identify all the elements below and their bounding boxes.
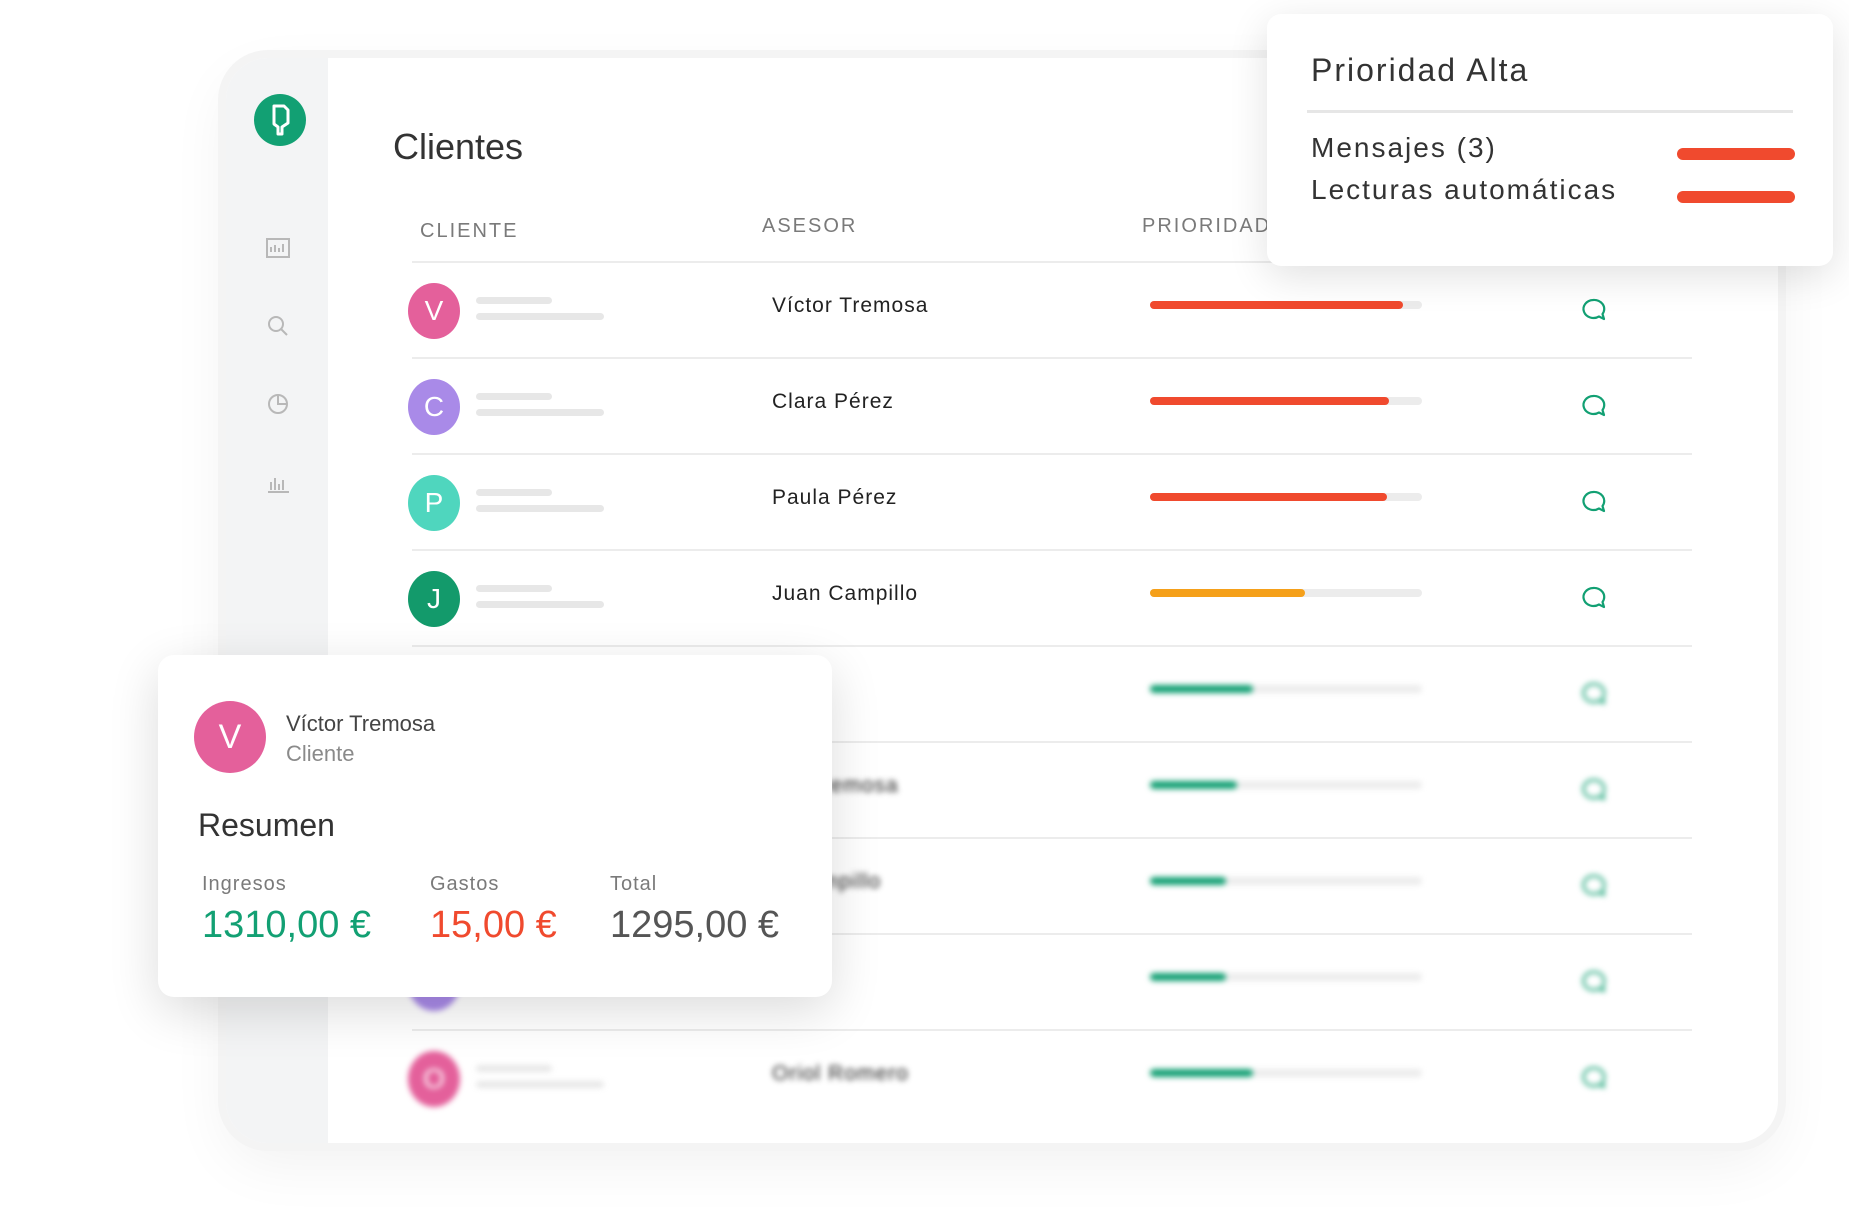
name-placeholder bbox=[476, 505, 604, 512]
stat-label: Total bbox=[610, 873, 658, 895]
stat-label: Ingresos bbox=[202, 873, 287, 895]
chat-icon[interactable] bbox=[1578, 391, 1608, 421]
avatar: O bbox=[408, 1051, 460, 1107]
priority-bar bbox=[1150, 685, 1422, 693]
column-header-priority[interactable]: PRIORIDAD bbox=[1142, 215, 1272, 237]
summary-title: Resumen bbox=[198, 807, 335, 843]
priority-bar-fill bbox=[1150, 781, 1238, 789]
stat-expenses: Gastos 15,00 € bbox=[430, 873, 557, 947]
avatar: V bbox=[194, 701, 266, 773]
advisor-name: Oriol Romero bbox=[772, 1062, 909, 1085]
bar-chart-icon[interactable] bbox=[264, 468, 292, 496]
stat-income: Ingresos 1310,00 € bbox=[202, 873, 371, 947]
priority-bar-fill bbox=[1150, 973, 1227, 981]
name-placeholder bbox=[476, 409, 604, 416]
stat-label: Gastos bbox=[430, 873, 500, 895]
main-content: Clientes CLIENTE ASESOR PRIORIDAD V Vícto… bbox=[328, 58, 1778, 1143]
logo-icon[interactable] bbox=[254, 94, 306, 146]
name-placeholder bbox=[476, 585, 552, 592]
priority-bar bbox=[1150, 973, 1422, 981]
priority-bar bbox=[1150, 301, 1422, 309]
client-role: Cliente bbox=[286, 741, 355, 766]
dashboard-icon[interactable] bbox=[264, 234, 292, 262]
priority-bar-fill bbox=[1150, 493, 1387, 501]
chat-icon[interactable] bbox=[1578, 1063, 1608, 1093]
priority-item-label[interactable]: Lecturas automáticas bbox=[1311, 174, 1618, 205]
avatar: P bbox=[408, 475, 460, 531]
priority-item-bar bbox=[1677, 148, 1795, 160]
search-icon[interactable] bbox=[264, 312, 292, 340]
priority-bar-fill bbox=[1150, 397, 1390, 405]
name-placeholder bbox=[476, 297, 552, 304]
priority-item-bar bbox=[1677, 191, 1795, 203]
page-title: Clientes bbox=[393, 126, 524, 167]
advisor-name: Juan Campillo bbox=[772, 582, 919, 605]
priority-bar-fill bbox=[1150, 1069, 1254, 1077]
priority-bar bbox=[1150, 877, 1422, 885]
priority-bar-fill bbox=[1150, 877, 1227, 885]
divider bbox=[1307, 110, 1793, 113]
chat-icon[interactable] bbox=[1578, 967, 1608, 997]
chat-icon[interactable] bbox=[1578, 583, 1608, 613]
priority-card-title: Prioridad Alta bbox=[1311, 52, 1530, 88]
priority-card: Prioridad Alta Mensajes (3) Lecturas aut… bbox=[1267, 14, 1833, 266]
priority-bar-fill bbox=[1150, 685, 1254, 693]
priority-bar bbox=[1150, 1069, 1422, 1077]
priority-bar bbox=[1150, 589, 1422, 597]
pie-chart-icon[interactable] bbox=[264, 390, 292, 418]
priority-bar bbox=[1150, 781, 1422, 789]
priority-bar-fill bbox=[1150, 589, 1306, 597]
priority-bar bbox=[1150, 397, 1422, 405]
advisor-name: Víctor Tremosa bbox=[772, 294, 929, 317]
avatar: C bbox=[408, 379, 460, 435]
name-placeholder bbox=[476, 601, 604, 608]
table-row[interactable]: J Juan Campillo bbox=[408, 549, 1692, 645]
column-header-client[interactable]: CLIENTE bbox=[420, 220, 519, 242]
chat-icon[interactable] bbox=[1578, 775, 1608, 805]
summary-card: V Víctor Tremosa Cliente Resumen Ingreso… bbox=[158, 655, 832, 997]
advisor-name: Paula Pérez bbox=[772, 486, 898, 509]
client-name: Víctor Tremosa bbox=[286, 711, 436, 736]
table-row[interactable]: P Paula Pérez bbox=[408, 453, 1692, 549]
column-header-advisor[interactable]: ASESOR bbox=[762, 215, 858, 237]
chat-icon[interactable] bbox=[1578, 295, 1608, 325]
table-row[interactable]: O Oriol Romero bbox=[408, 1029, 1692, 1125]
name-placeholder bbox=[476, 393, 552, 400]
chat-icon[interactable] bbox=[1578, 487, 1608, 517]
avatar: V bbox=[408, 283, 460, 339]
priority-item-label[interactable]: Mensajes (3) bbox=[1311, 132, 1497, 163]
table-row[interactable]: C Clara Pérez bbox=[408, 357, 1692, 453]
advisor-name: Clara Pérez bbox=[772, 390, 894, 413]
name-placeholder bbox=[476, 1065, 552, 1072]
chat-icon[interactable] bbox=[1578, 679, 1608, 709]
stat-value: 15,00 € bbox=[430, 904, 557, 946]
stat-value: 1310,00 € bbox=[202, 904, 372, 946]
priority-bar-fill bbox=[1150, 301, 1403, 309]
client-table: V Víctor Tremosa C Clara Pérez P Paula Pérez J… bbox=[408, 261, 1692, 1125]
name-placeholder bbox=[476, 489, 552, 496]
chat-icon[interactable] bbox=[1578, 871, 1608, 901]
name-placeholder bbox=[476, 313, 604, 320]
stat-total: Total 1295,00 € bbox=[610, 873, 779, 947]
priority-bar bbox=[1150, 493, 1422, 501]
name-placeholder bbox=[476, 1081, 604, 1088]
avatar: J bbox=[408, 571, 460, 627]
table-row[interactable]: V Víctor Tremosa bbox=[408, 261, 1692, 357]
stat-value: 1295,00 € bbox=[610, 904, 780, 946]
